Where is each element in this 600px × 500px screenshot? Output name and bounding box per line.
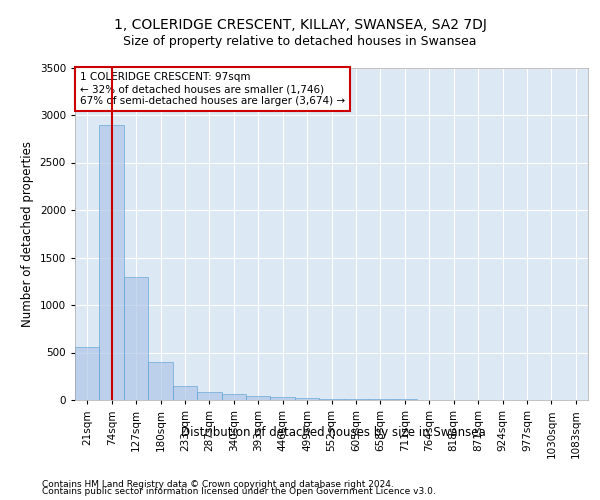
Bar (100, 124, 124, 400)
Bar (246, 396, 271, 400)
Text: Distribution of detached houses by size in Swansea: Distribution of detached houses by size … (181, 426, 485, 439)
Text: Contains public sector information licensed under the Open Government Licence v3: Contains public sector information licen… (42, 488, 436, 496)
Bar (124, 276, 148, 400)
Bar (197, 392, 221, 400)
Text: Size of property relative to detached houses in Swansea: Size of property relative to detached ho… (123, 35, 477, 48)
Bar (173, 386, 197, 400)
Bar (148, 362, 173, 400)
Y-axis label: Number of detached properties: Number of detached properties (21, 141, 34, 327)
Bar (319, 398, 344, 400)
Bar (368, 399, 392, 400)
Bar (271, 396, 295, 400)
Bar (344, 399, 368, 400)
Text: 1 COLERIDGE CRESCENT: 97sqm
← 32% of detached houses are smaller (1,746)
67% of : 1 COLERIDGE CRESCENT: 97sqm ← 32% of det… (80, 72, 345, 106)
Text: 1, COLERIDGE CRESCENT, KILLAY, SWANSEA, SA2 7DJ: 1, COLERIDGE CRESCENT, KILLAY, SWANSEA, … (113, 18, 487, 32)
Bar (75, 347, 100, 400)
Bar (295, 398, 319, 400)
Bar (221, 394, 246, 400)
Text: Contains HM Land Registry data © Crown copyright and database right 2024.: Contains HM Land Registry data © Crown c… (42, 480, 394, 489)
